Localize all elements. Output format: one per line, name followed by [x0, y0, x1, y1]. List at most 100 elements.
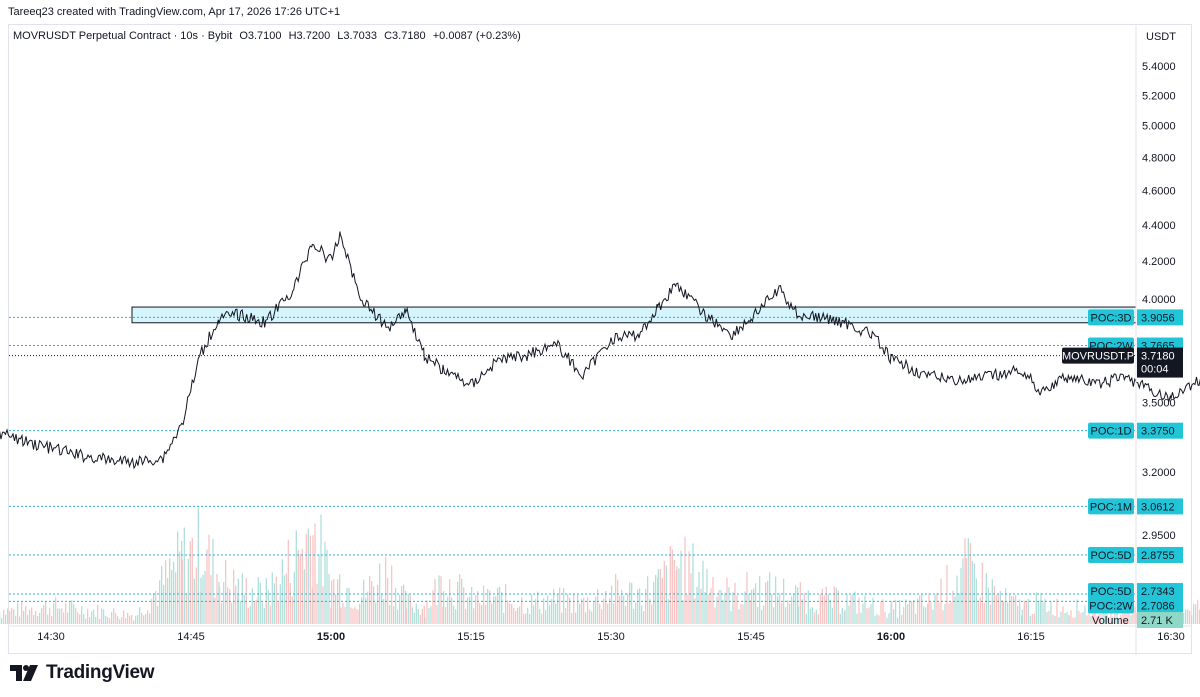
volume-bar	[809, 608, 811, 624]
volume-bar	[415, 603, 417, 624]
volume-bar	[326, 549, 328, 624]
volume-bar	[55, 597, 57, 624]
volume-bar	[625, 605, 627, 624]
poc-label[interactable]: POC:1D 3.3750	[1088, 422, 1183, 439]
volume-bar	[428, 608, 430, 624]
volume-bar	[846, 593, 848, 624]
volume-bar	[825, 586, 827, 624]
volume-bar	[999, 590, 1001, 624]
volume-bar	[619, 595, 621, 624]
poc-label-value-bg	[1137, 422, 1183, 439]
volume-bar	[993, 586, 995, 624]
time-tick-label: 16:00	[877, 631, 905, 643]
volume-bar	[477, 591, 479, 624]
volume-bar	[1118, 618, 1120, 624]
poc-label[interactable]: POC:3D 3.9056	[1088, 309, 1183, 326]
volume-bar	[210, 575, 212, 624]
volume-bar	[981, 562, 983, 624]
volume-bar	[403, 584, 405, 624]
volume-bar	[862, 603, 864, 624]
volume-bar	[595, 596, 597, 624]
volume-bar	[125, 618, 127, 624]
volume-bar	[962, 558, 964, 624]
poc-label-value: 3.0612	[1141, 501, 1175, 513]
price-axis-currency: USDT	[1146, 31, 1176, 43]
volume-bar	[1025, 601, 1027, 624]
volume-bar	[159, 580, 161, 624]
volume-bar	[204, 570, 206, 624]
volume-bar	[975, 578, 977, 624]
volume-bar	[763, 605, 765, 624]
volume-label[interactable]: Volume 2.71 K	[1092, 612, 1183, 628]
volume-bar	[1114, 605, 1116, 624]
volume-bar	[489, 590, 491, 624]
volume-bar	[63, 612, 65, 624]
volume-bar	[229, 588, 231, 624]
ohlc-open: O3.7100	[239, 30, 282, 42]
volume-bar	[870, 604, 872, 624]
volume-bar	[311, 588, 313, 624]
volume-bar	[275, 576, 277, 624]
volume-bar	[639, 588, 641, 624]
volume-bar	[493, 596, 495, 624]
volume-bar	[111, 612, 113, 624]
volume-bar	[1112, 616, 1114, 624]
symbol-legend: MOVRUSDT Perpetual Contract · 10s · Bybi…	[13, 30, 525, 42]
volume-bar	[339, 574, 341, 624]
volume-bar	[535, 599, 537, 624]
volume-bar	[605, 591, 607, 624]
volume-bar	[59, 608, 61, 624]
volume-bar	[485, 604, 487, 624]
volume-bar	[773, 607, 775, 624]
volume-bar	[753, 588, 755, 624]
poc-label-name: POC:1M	[1090, 501, 1132, 513]
poc-label[interactable]: POC:2W 2.7086	[1088, 597, 1183, 614]
volume-bar	[1027, 598, 1029, 624]
price-tick-label: 3.2000	[1142, 467, 1176, 479]
volume-bar	[271, 572, 273, 624]
volume-bar	[897, 617, 899, 624]
volume-bar	[269, 605, 271, 624]
volume-bar	[277, 602, 279, 624]
volume-bar	[195, 567, 197, 624]
volume-bar	[837, 590, 839, 624]
poc-label[interactable]: POC:1M 3.0612	[1088, 498, 1183, 515]
price-chart[interactable]: USDT 5.4000 5.2000 5.0000 4.8000 4.6000 4.4000…	[0, 0, 1200, 660]
volume-bar	[1066, 612, 1068, 624]
volume-bar	[663, 560, 665, 624]
tradingview-logo-icon	[10, 665, 38, 681]
volume-bar	[115, 613, 117, 624]
poc-label-name: POC:5D	[1091, 550, 1132, 562]
volume-bar	[1197, 600, 1199, 624]
poc-label[interactable]: POC:5D 2.7343	[1088, 583, 1183, 600]
volume-bar	[107, 617, 109, 624]
volume-bar	[1060, 611, 1062, 624]
volume-bar	[214, 597, 216, 624]
volume-bar	[925, 607, 927, 624]
price-tick-label: 3.5000	[1142, 397, 1176, 409]
volume-bar	[835, 587, 837, 624]
volume-bar	[149, 613, 151, 624]
volume-bar	[27, 615, 29, 624]
volume-bar	[872, 597, 874, 624]
volume-bar	[77, 612, 79, 624]
volume-bar	[684, 536, 686, 624]
ohlc-close: C3.7180	[384, 30, 426, 42]
chart-frame[interactable]: MOVRUSDT Perpetual Contract · 10s · Bybi…	[8, 24, 1192, 654]
volume-bar	[135, 615, 137, 624]
volume-bar	[1185, 609, 1187, 624]
volume-bar	[251, 588, 253, 624]
volume-bar	[987, 587, 989, 624]
volume-bar	[613, 603, 615, 624]
volume-bar	[884, 612, 886, 624]
volume-bar	[417, 608, 419, 624]
volume-bar	[886, 617, 888, 624]
poc-label[interactable]: POC:5D 2.8755	[1088, 546, 1183, 563]
volume-bar	[165, 559, 167, 624]
volume-bar	[495, 596, 497, 624]
poc-label-name: POC:1D	[1091, 426, 1132, 438]
tradingview-logo[interactable]: TradingView	[10, 660, 155, 686]
volume-bar	[509, 603, 511, 624]
volume-bar	[1132, 606, 1134, 624]
